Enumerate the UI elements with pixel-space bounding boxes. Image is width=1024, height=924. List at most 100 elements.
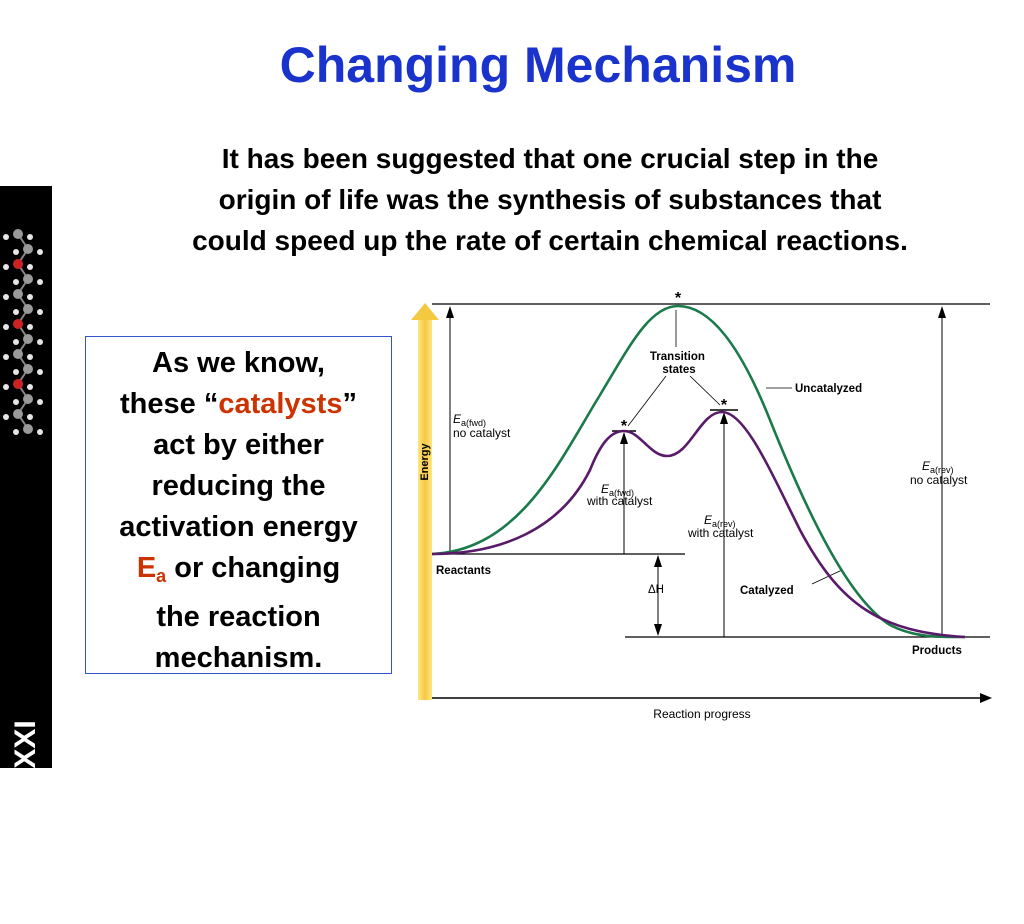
molecule-hydrogen [13,339,19,345]
intro-line: It has been suggested that one crucial s… [221,143,879,174]
energy-arrow-head [411,303,439,320]
molecule-hydrogen [27,354,33,360]
label-line: no catalyst [910,473,968,487]
ea-subscript: a(rev) [930,465,954,475]
molecule-image [3,229,43,435]
molecule-hydrogen [3,414,9,420]
molecule-atom [23,424,33,434]
molecule-atom [13,229,23,239]
molecule-hydrogen [13,429,19,435]
arrowhead [720,412,728,424]
callout-line: activation energy [119,511,358,543]
molecule-atom [13,289,23,299]
molecule-atom [23,304,33,314]
molecule-atom [13,319,23,329]
leader-line [627,375,667,427]
leader-line [689,375,721,406]
arrowhead [446,306,454,318]
molecule-atom [13,409,23,419]
ea-letter: E [136,552,157,584]
callout-line: Ea or changing [86,548,391,597]
molecule-hydrogen [3,264,9,270]
molecule-hydrogen [3,384,9,390]
molecule-atom [13,349,23,359]
molecule-hydrogen [13,399,19,405]
energy-axis-label: Energy [419,442,431,480]
delta-h-label: ΔH [648,584,664,596]
callout-line: As we know, [152,347,325,379]
callout-line: the reaction [156,601,321,633]
molecule-atom [23,274,33,284]
label-line: with catalyst [586,494,653,508]
page-title: Changing Mechanism [279,37,797,93]
ea-subscript: a(fwd) [461,418,486,428]
intro-line: could speed up the rate of certain chemi… [192,225,908,256]
callout-line: these “catalysts” [86,384,391,425]
ea-subscript: a(fwd) [609,488,634,498]
label-line: with catalyst [687,526,754,540]
molecule-hydrogen [13,249,19,255]
sidebar-label: Chemistry XXI [9,720,42,924]
molecule-atom [23,334,33,344]
molecule-atom [13,259,23,269]
molecule-hydrogen [27,414,33,420]
molecule-atom [23,364,33,374]
reactants-label: Reactants [436,565,491,577]
x-axis-label: Reaction progress [653,707,750,721]
uncatalyzed-label: Uncatalyzed [795,383,862,395]
callout-text: ” [342,388,357,420]
energy-diagram: Energy Reaction progress * * * T [411,290,992,721]
ea-letter: E [922,459,931,473]
molecule-hydrogen [13,309,19,315]
molecule-hydrogen [37,369,43,375]
ea-letter: E [453,412,462,426]
transition-states-label: Transition states [650,351,708,376]
molecule-hydrogen [27,384,33,390]
energy-arrow-shaft [418,318,432,700]
catalyzed-label: Catalyzed [740,585,794,597]
intro-line: origin of life was the synthesis of subs… [218,184,882,215]
ts-star: * [721,397,728,414]
intro-text: It has been suggested that one crucial s… [90,138,1010,261]
molecule-hydrogen [37,309,43,315]
molecule-hydrogen [27,234,33,240]
molecule-hydrogen [3,354,9,360]
sidebar: Chemistry XXI [0,186,52,924]
callout-line: mechanism. [154,642,323,674]
molecule-hydrogen [27,264,33,270]
label-line: no catalyst [453,426,511,440]
molecule-hydrogen [3,234,9,240]
leader-line [811,569,843,585]
molecule-hydrogen [37,279,43,285]
arrowhead [654,624,662,636]
label-line: states [662,364,695,376]
ea-rev-uncat-label: Ea(rev) no catalyst [910,459,968,487]
molecule-hydrogen [13,279,19,285]
molecule-hydrogen [37,429,43,435]
arrowhead [620,432,628,444]
products-label: Products [912,645,962,657]
molecule-hydrogen [37,249,43,255]
callout-text: or changing [166,552,341,584]
ea-subscript: a(rev) [712,519,736,529]
label-line: Transition [650,351,705,363]
molecule-atom [13,379,23,389]
callout-line: act by either [153,429,324,461]
molecule-hydrogen [37,399,43,405]
catalysts-term: catalysts [218,388,343,420]
callout-line: reducing the [151,470,326,502]
ea-subscript: a [156,566,167,586]
ea-symbol: Ea [136,552,167,586]
ts-star: * [621,418,628,435]
catalyzed-curve [431,410,966,639]
arrowhead [654,555,662,567]
ea-letter: E [601,482,610,496]
molecule-atom [23,394,33,404]
ea-fwd-cat-label: Ea(fwd) with catalyst [586,482,653,508]
callout-box: As we know, these “catalysts” act by eit… [85,336,392,674]
molecule-hydrogen [27,294,33,300]
molecule-hydrogen [13,369,19,375]
molecule-hydrogen [37,339,43,345]
arrowhead [938,306,946,318]
callout-text: these “ [120,388,219,420]
